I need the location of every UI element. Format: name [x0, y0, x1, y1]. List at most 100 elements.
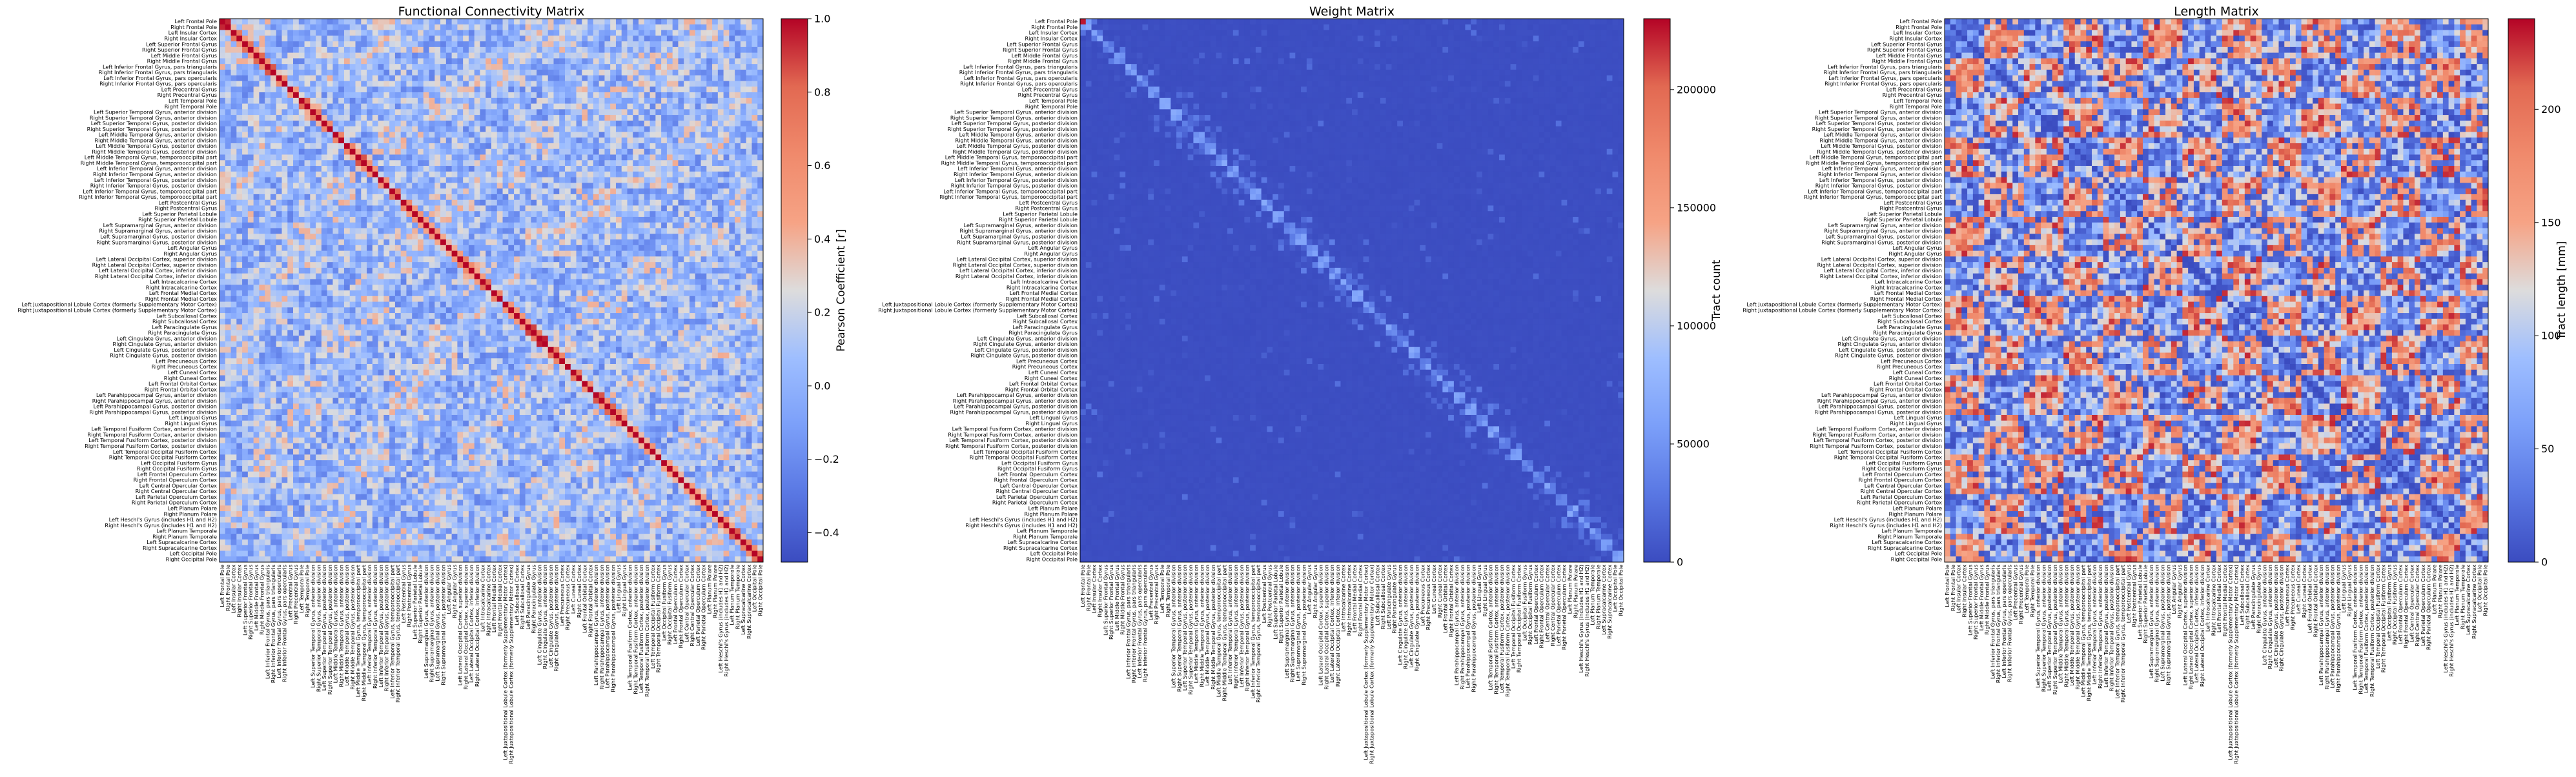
heatmap-cell — [627, 160, 633, 166]
heatmap-cell — [253, 262, 260, 268]
heatmap-cell — [491, 58, 498, 65]
heatmap-cell — [633, 97, 639, 104]
heatmap-cell — [559, 205, 566, 212]
heatmap-cell — [440, 205, 447, 212]
heatmap-cell — [225, 205, 231, 212]
heatmap-cell — [644, 148, 650, 155]
heatmap-cell — [666, 132, 673, 138]
heatmap-cell — [537, 81, 543, 87]
heatmap-cell — [491, 143, 498, 150]
heatmap-cell — [276, 126, 282, 132]
heatmap-cell — [287, 52, 294, 59]
heatmap-cell — [610, 148, 617, 155]
heatmap-cell — [247, 120, 254, 127]
heatmap-cell — [270, 143, 277, 150]
heatmap-cell — [383, 120, 390, 127]
heatmap-cell — [502, 137, 509, 144]
heatmap-cell — [423, 279, 429, 285]
heatmap-cell — [519, 24, 526, 30]
heatmap-cell — [695, 183, 701, 189]
heatmap-cell — [378, 285, 384, 291]
heatmap-cell — [537, 256, 543, 263]
heatmap-cell — [531, 273, 537, 279]
heatmap-cell — [310, 166, 316, 172]
heatmap-cell — [666, 81, 673, 87]
heatmap-cell — [700, 199, 707, 206]
heatmap-cell — [304, 160, 311, 166]
heatmap-cell — [265, 256, 271, 263]
heatmap-cell — [615, 109, 622, 116]
heatmap-cell — [394, 143, 402, 150]
heatmap-cell — [304, 69, 311, 76]
heatmap-cell — [576, 75, 582, 81]
heatmap-cell — [644, 97, 650, 104]
heatmap-cell — [615, 183, 622, 189]
heatmap-cell — [565, 216, 571, 223]
heatmap-cell — [627, 41, 633, 48]
heatmap-cell — [695, 245, 701, 251]
heatmap-cell — [310, 228, 316, 234]
heatmap-cell — [565, 132, 571, 138]
heatmap-cell — [332, 256, 339, 263]
heatmap-cell — [695, 285, 701, 291]
heatmap-cell — [735, 30, 741, 36]
heatmap-cell — [508, 41, 515, 48]
heatmap-cell — [547, 222, 554, 228]
heatmap-cell — [394, 262, 402, 268]
heatmap-cell — [672, 46, 679, 54]
heatmap-cell — [293, 216, 300, 223]
heatmap-cell — [225, 245, 231, 251]
heatmap-cell — [689, 301, 696, 308]
heatmap-cell — [349, 97, 356, 104]
heatmap-cell — [729, 166, 735, 172]
heatmap-cell — [304, 262, 311, 268]
heatmap-cell — [751, 194, 758, 201]
heatmap-cell — [565, 30, 571, 36]
heatmap-cell — [672, 120, 679, 127]
heatmap-cell — [457, 132, 464, 138]
heatmap-cell — [559, 137, 566, 144]
heatmap-cell — [372, 109, 378, 116]
heatmap-cell — [537, 154, 543, 161]
heatmap-cell — [378, 234, 384, 240]
heatmap-cell — [468, 211, 475, 217]
heatmap-cell — [627, 35, 633, 42]
heatmap-cell — [672, 188, 679, 195]
heatmap-cell — [684, 160, 690, 166]
heatmap-cell — [400, 46, 407, 54]
heatmap-cell — [502, 199, 509, 206]
heatmap-cell — [598, 58, 605, 65]
heatmap-cell — [531, 194, 537, 201]
heatmap-cell — [615, 58, 622, 65]
heatmap-cell — [519, 41, 526, 48]
heatmap-cell — [247, 160, 254, 166]
heatmap-cell — [559, 194, 566, 201]
heatmap-cell — [531, 222, 537, 228]
heatmap-cell — [598, 194, 605, 201]
heatmap-cell — [757, 279, 764, 285]
heatmap-cell — [247, 81, 254, 87]
heatmap-cell — [593, 115, 600, 121]
heatmap-cell — [361, 126, 367, 132]
heatmap-cell — [661, 250, 668, 257]
heatmap-cell — [372, 115, 378, 121]
heatmap-cell — [406, 250, 413, 257]
heatmap-cell — [293, 222, 300, 228]
heatmap-cell — [434, 199, 441, 206]
heatmap-cell — [666, 69, 673, 76]
heatmap-cell — [729, 256, 735, 263]
heatmap-cell — [378, 132, 384, 138]
heatmap-cell — [338, 30, 345, 36]
heatmap-cell — [723, 52, 730, 59]
heatmap-cell — [417, 279, 424, 285]
heatmap-cell — [355, 92, 362, 99]
heatmap-cell — [525, 46, 531, 54]
heatmap-cell — [706, 177, 713, 183]
heatmap-cell — [412, 126, 418, 132]
heatmap-cell — [502, 148, 509, 155]
heatmap-cell — [491, 307, 498, 314]
heatmap-cell — [332, 154, 339, 161]
heatmap-cell — [451, 160, 458, 166]
heatmap-cell — [270, 250, 277, 257]
heatmap-cell — [633, 234, 639, 240]
